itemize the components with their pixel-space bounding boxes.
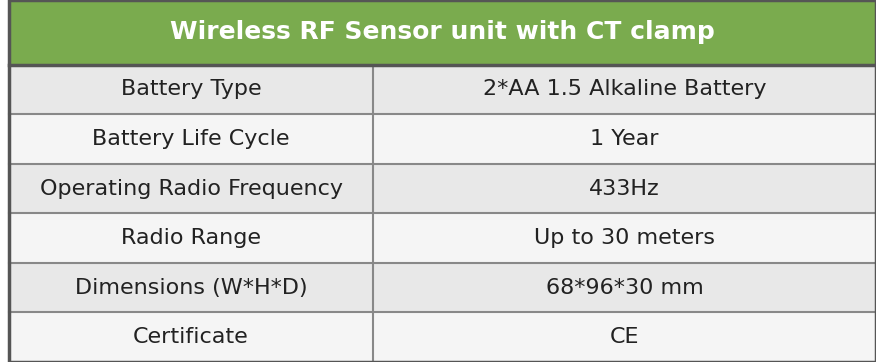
Text: Battery Life Cycle: Battery Life Cycle (92, 129, 290, 149)
Text: CE: CE (610, 327, 639, 347)
Bar (373, 114, 876, 164)
Bar (373, 164, 876, 213)
Bar (9, 0, 876, 65)
Text: Operating Radio Frequency: Operating Radio Frequency (39, 178, 343, 198)
Bar (9, 213, 373, 263)
Text: Wireless RF Sensor unit with CT clamp: Wireless RF Sensor unit with CT clamp (170, 20, 715, 44)
Bar (9, 65, 373, 114)
Text: Battery Type: Battery Type (121, 79, 261, 100)
Bar (373, 312, 876, 362)
Bar (9, 312, 373, 362)
Bar (373, 65, 876, 114)
Bar (373, 263, 876, 312)
Bar (9, 114, 373, 164)
Text: Up to 30 meters: Up to 30 meters (534, 228, 715, 248)
Text: 68*96*30 mm: 68*96*30 mm (546, 278, 703, 298)
Text: 1 Year: 1 Year (590, 129, 659, 149)
Text: 433Hz: 433Hz (590, 178, 660, 198)
Bar (9, 164, 373, 213)
Bar (373, 213, 876, 263)
Text: Dimensions (W*H*D): Dimensions (W*H*D) (74, 278, 307, 298)
Text: Radio Range: Radio Range (121, 228, 261, 248)
Text: Certificate: Certificate (133, 327, 249, 347)
Text: 2*AA 1.5 Alkaline Battery: 2*AA 1.5 Alkaline Battery (483, 79, 766, 100)
Bar (9, 263, 373, 312)
